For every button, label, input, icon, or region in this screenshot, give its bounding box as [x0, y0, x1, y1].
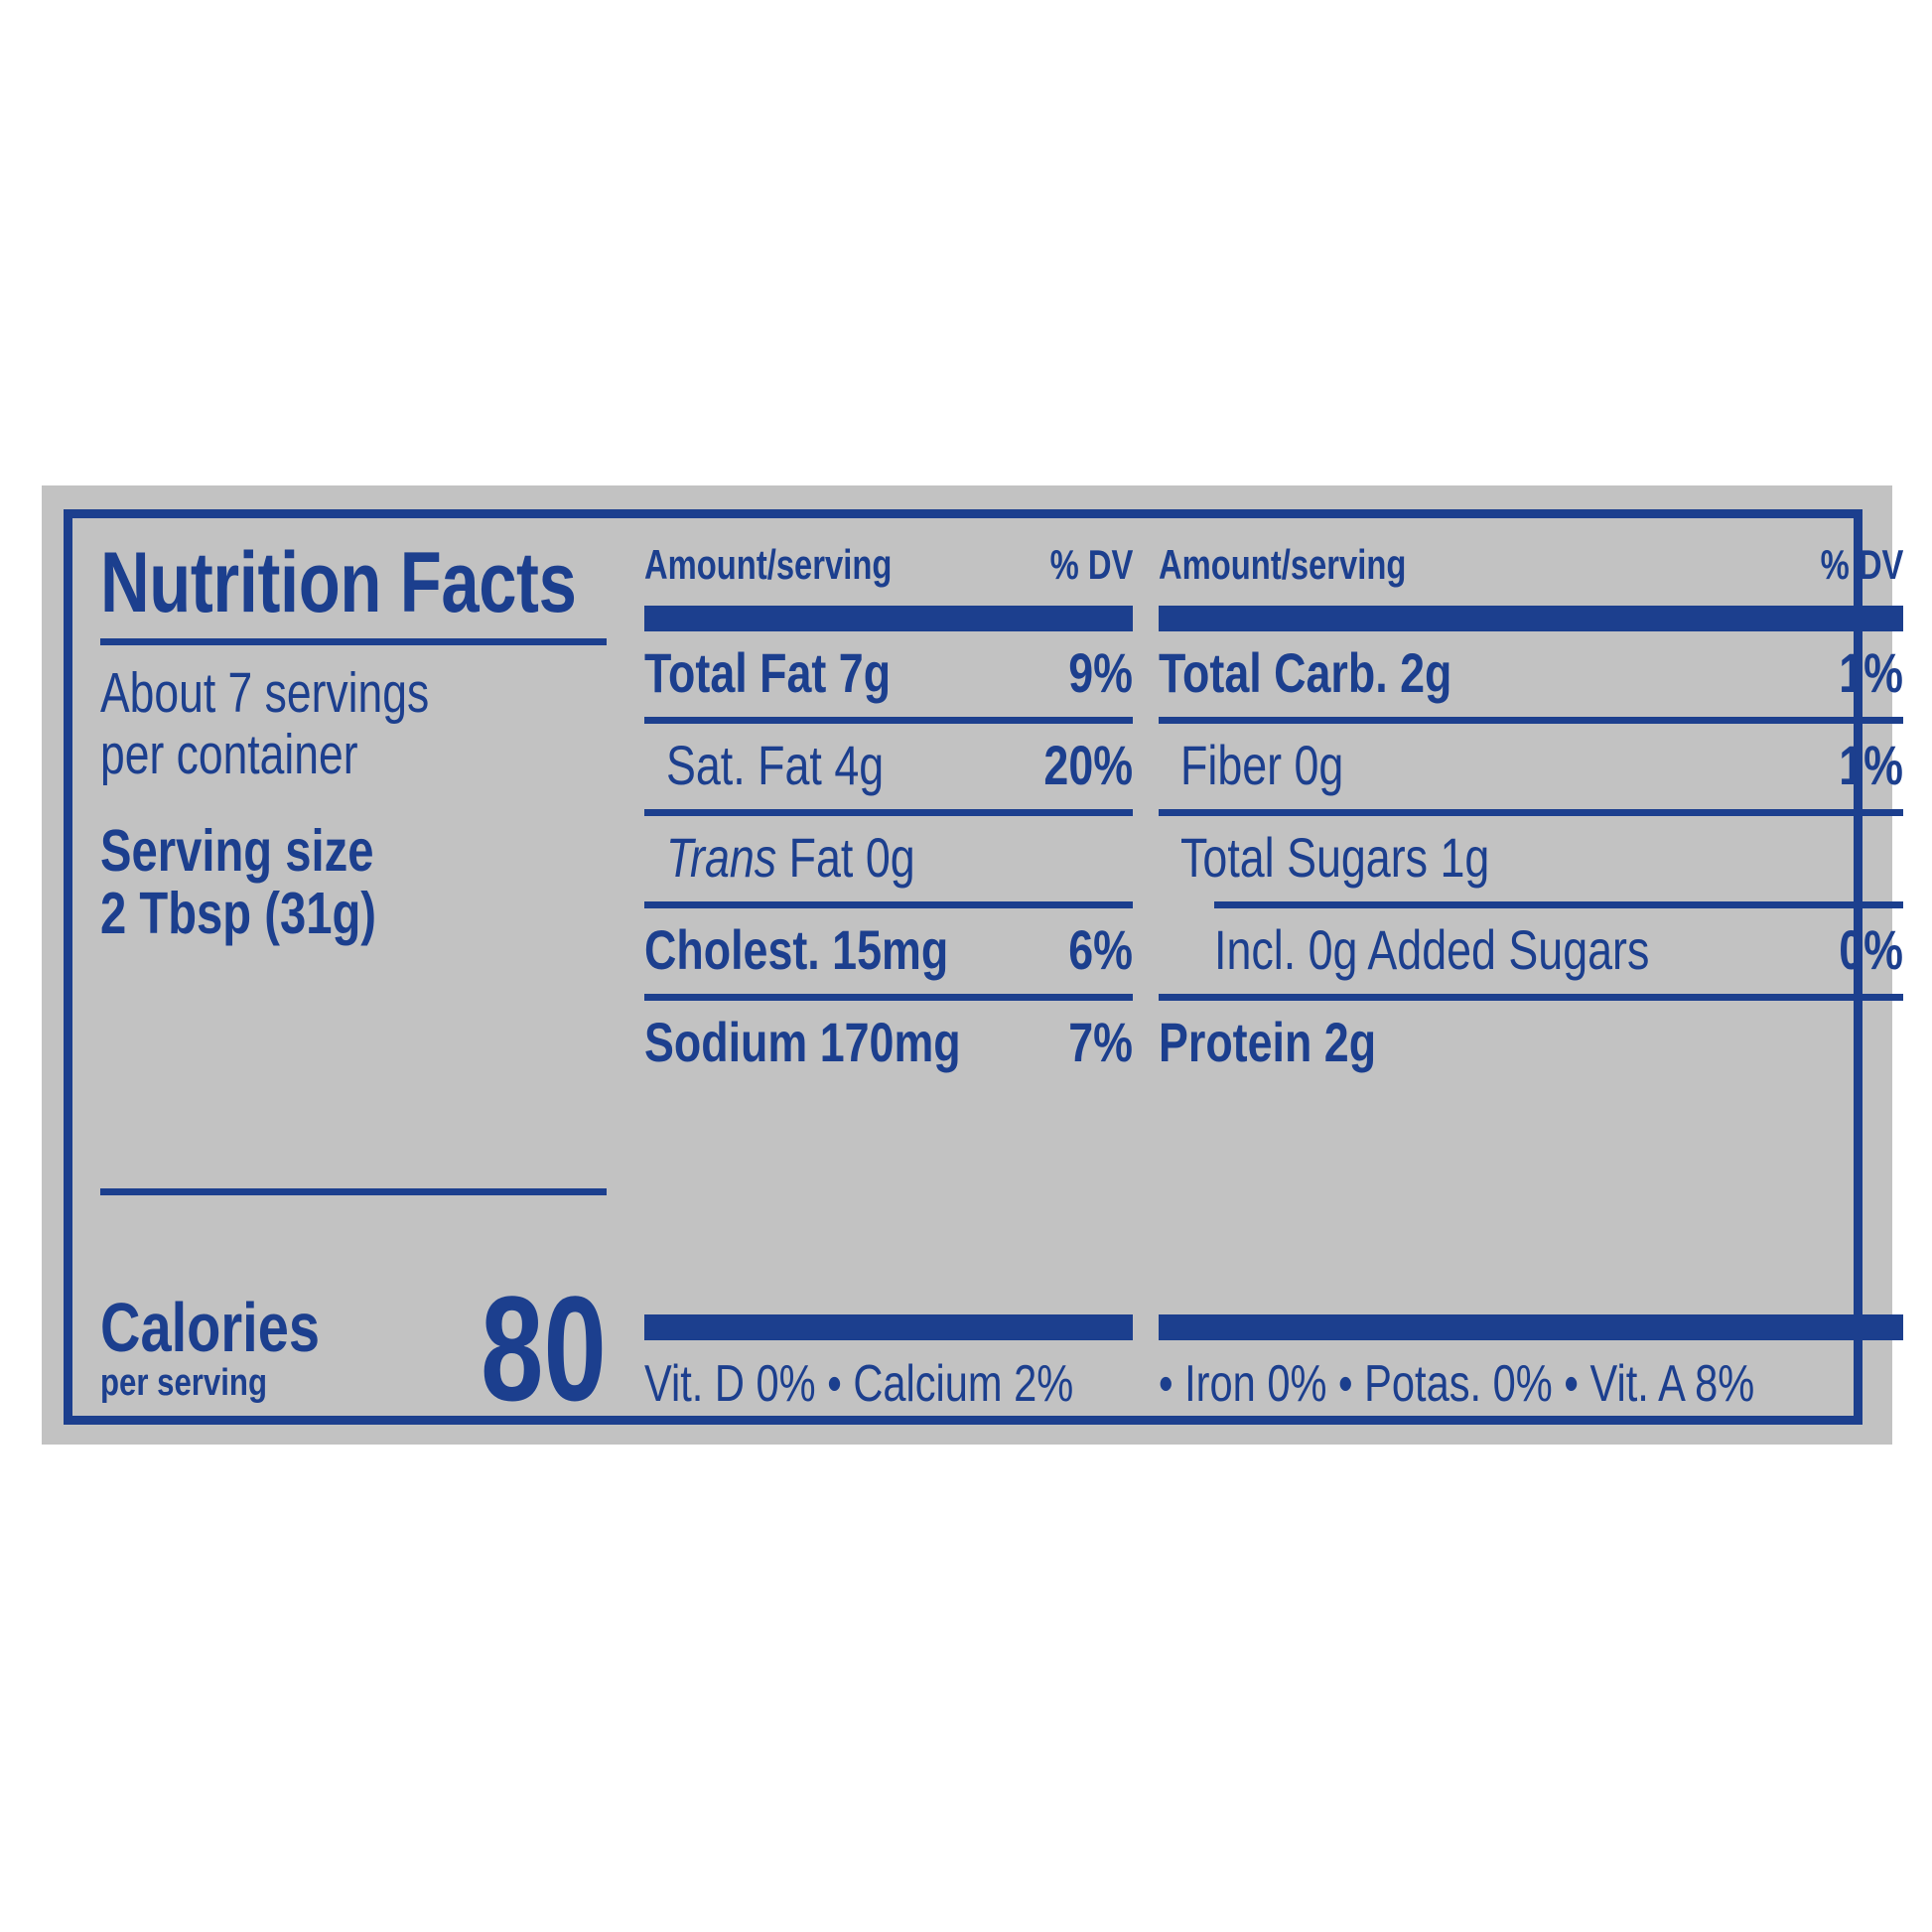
- divider-after-total-sugars: [1214, 901, 1904, 908]
- fiber-label: Fiber 0g: [1180, 734, 1344, 796]
- calories-label-group: Calories per serving: [100, 1288, 374, 1404]
- table-row: Fiber 0g 1%: [1159, 724, 1903, 809]
- calories-sublabel: per serving: [100, 1362, 267, 1404]
- table-row: Total Sugars 1g: [1159, 816, 1903, 901]
- serving-size-value: 2 Tbsp (31g): [100, 881, 376, 947]
- total-sugars-label: Total Sugars 1g: [1180, 826, 1490, 889]
- spacer-right: [1159, 1086, 1903, 1295]
- nutrition-panel-border: Nutrition Facts About 7 servings per con…: [64, 509, 1904, 1425]
- amount-serving-header-right: Amount/serving: [1159, 541, 1407, 588]
- vitamins-line-right: • Iron 0% • Potas. 0% • Vit. A 8%: [1159, 1355, 1755, 1413]
- table-row: Cholest. 15mg 6%: [644, 908, 1133, 994]
- nutrition-panel-inner: Nutrition Facts About 7 servings per con…: [72, 518, 1904, 1423]
- trans-fat-label: Trans Fat 0g: [666, 830, 915, 886]
- total-carb-dv: 1%: [1839, 641, 1904, 704]
- divider-under-title: [100, 638, 607, 646]
- sat-fat-dv: 20%: [1043, 734, 1133, 796]
- fiber-dv: 1%: [1839, 734, 1904, 796]
- servings-line-1: About 7 servings: [100, 661, 430, 726]
- thick-bar-right-top: [1159, 606, 1904, 631]
- column-header-middle: Amount/serving % DV: [644, 544, 1133, 586]
- total-carb-label: Total Carb. 2g: [1159, 641, 1452, 704]
- divider-above-calories: [100, 1188, 607, 1195]
- spacer-middle: [644, 1086, 1133, 1295]
- cholesterol-dv: 6%: [1068, 918, 1133, 981]
- divider-after-added-sugars: [1159, 994, 1904, 1001]
- trans-word: Trans: [666, 826, 777, 889]
- thick-bar-middle-bottom: [644, 1314, 1133, 1340]
- table-row: Incl. 0g Added Sugars 0%: [1159, 908, 1903, 994]
- sat-fat-label: Sat. Fat 4g: [666, 734, 885, 796]
- divider-after-sat-fat: [644, 809, 1133, 816]
- trans-fat-rest: Fat 0g: [776, 826, 915, 889]
- serving-size-label: Serving size: [100, 817, 374, 884]
- divider-after-trans-fat: [644, 901, 1133, 908]
- calories-label: Calories: [100, 1288, 320, 1366]
- protein-label: Protein 2g: [1159, 1011, 1377, 1073]
- table-row: Trans Fat 0g: [644, 816, 1133, 901]
- divider-after-cholesterol: [644, 994, 1133, 1001]
- added-sugars-label: Incl. 0g Added Sugars: [1214, 918, 1650, 981]
- thick-bar-middle-top: [644, 606, 1133, 631]
- column-header-right: Amount/serving % DV: [1159, 544, 1903, 586]
- table-row: Protein 2g: [1159, 1001, 1903, 1086]
- amount-serving-header-middle: Amount/serving: [644, 541, 893, 588]
- divider-after-fiber: [1159, 809, 1904, 816]
- vitamins-line-middle: Vit. D 0% • Calcium 2%: [644, 1355, 1074, 1413]
- divider-after-total-carb: [1159, 717, 1904, 724]
- nutrient-column-middle: Amount/serving % DV Total Fat 7g 9% Sat.…: [644, 524, 1133, 1410]
- divider-after-total-fat: [644, 717, 1133, 724]
- calories-value: 80: [481, 1265, 607, 1432]
- calories-row: Calories per serving 80: [100, 1274, 607, 1423]
- servings-per-container: About 7 servings per container: [100, 663, 495, 785]
- table-row: Sat. Fat 4g 20%: [644, 724, 1133, 809]
- table-row: Total Carb. 2g 1%: [1159, 631, 1903, 717]
- serving-size-block: Serving size 2 Tbsp (31g): [100, 817, 505, 947]
- nutrient-column-right: Amount/serving % DV Total Carb. 2g 1% Fi…: [1159, 524, 1907, 1410]
- total-fat-label: Total Fat 7g: [644, 641, 892, 704]
- total-fat-dv: 9%: [1068, 641, 1133, 704]
- serving-info-column: Nutrition Facts About 7 servings per con…: [90, 524, 621, 1423]
- table-row: Total Fat 7g 9%: [644, 631, 1133, 717]
- sodium-dv: 7%: [1068, 1011, 1133, 1073]
- sodium-label: Sodium 170mg: [644, 1011, 961, 1073]
- servings-line-2: per container: [100, 722, 358, 786]
- percent-dv-header-middle: % DV: [1049, 541, 1133, 588]
- added-sugars-dv: 0%: [1839, 918, 1904, 981]
- nutrition-facts-plate: Nutrition Facts About 7 servings per con…: [42, 485, 1904, 1445]
- cholesterol-label: Cholest. 15mg: [644, 918, 949, 981]
- percent-dv-header-right: % DV: [1820, 541, 1904, 588]
- thick-bar-right-bottom: [1159, 1314, 1904, 1340]
- table-row: Sodium 170mg 7%: [644, 1001, 1133, 1086]
- page-title: Nutrition Facts: [100, 535, 577, 630]
